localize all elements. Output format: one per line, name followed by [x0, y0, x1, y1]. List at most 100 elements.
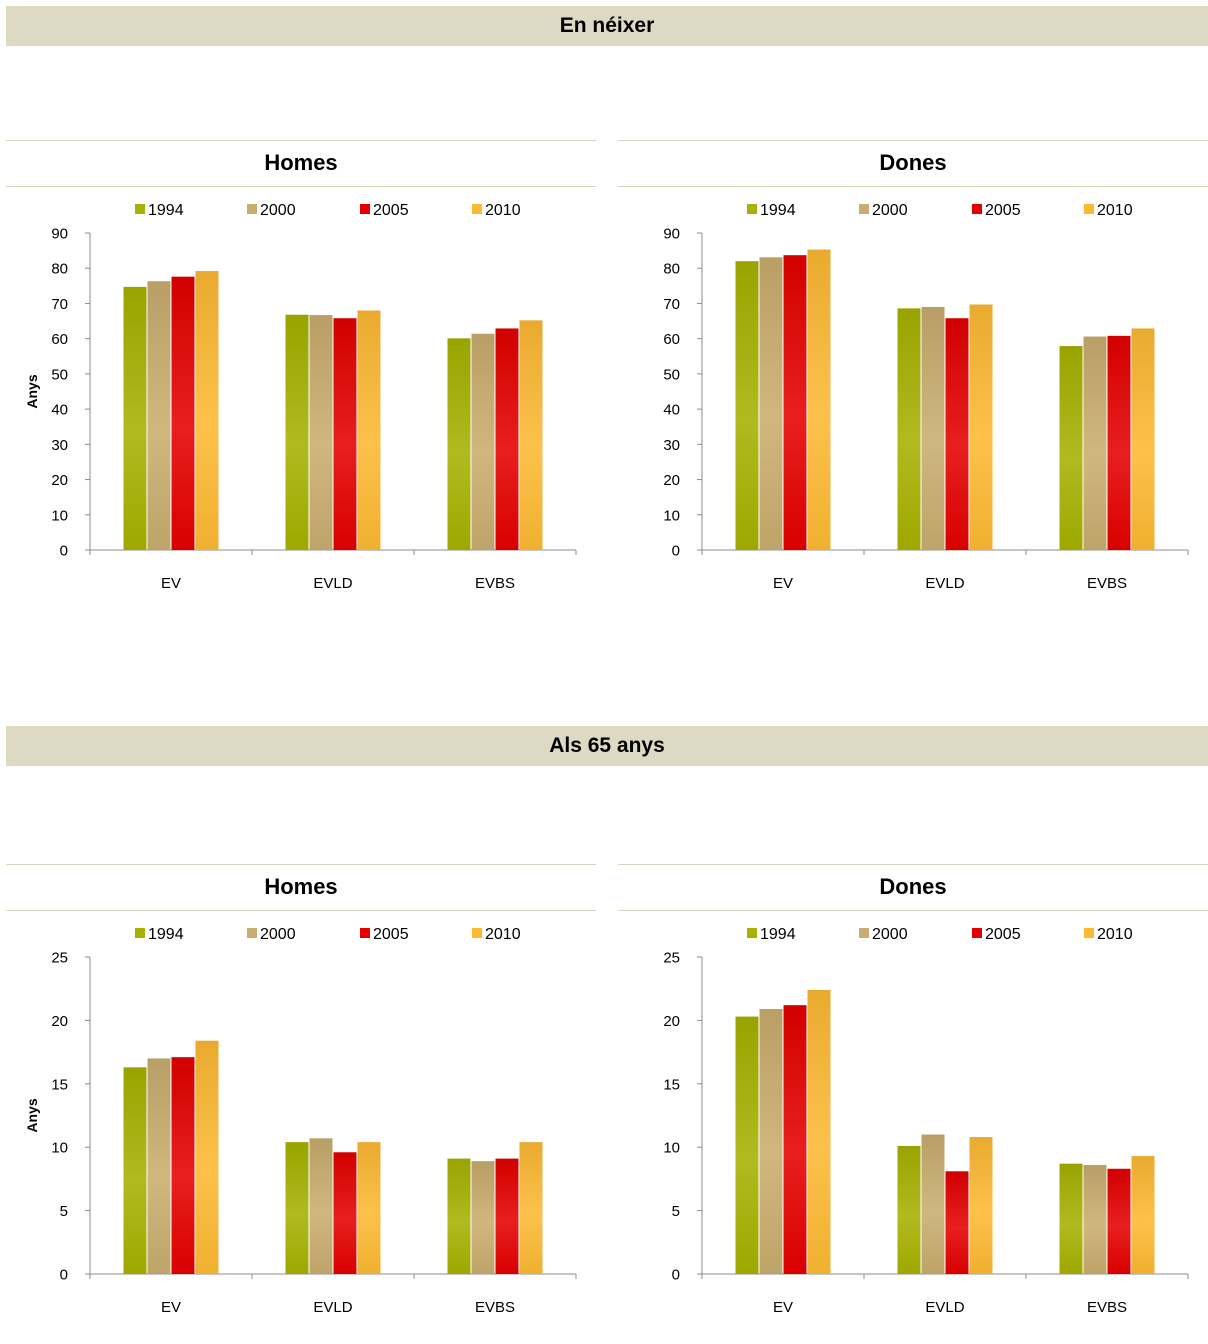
bar-evld-2000	[309, 1138, 333, 1274]
legend-label: 1994	[760, 926, 796, 943]
bar-evbs-1994	[447, 1158, 471, 1274]
bar-evbs-2005	[495, 1158, 519, 1274]
x-tick-label: EV	[161, 1299, 181, 1316]
bar-evbs-1994	[1059, 346, 1083, 550]
y-tick-label: 40	[663, 402, 680, 419]
bar-evbs-2000	[471, 333, 495, 550]
legend-label: 2010	[485, 926, 521, 943]
legend-swatch	[859, 928, 869, 938]
bar-ev-2010	[807, 249, 831, 550]
x-tick-label: EV	[773, 575, 793, 592]
chart-panel-birth-women: Dones 1994 2000 2005 2010 0 10 20 30 40 50 60 70 80…	[618, 140, 1208, 620]
chart-legend: 1994 2000 2005 2010	[6, 201, 596, 223]
y-tick-label: 90	[51, 226, 68, 243]
legend-item-2005: 2005	[360, 925, 409, 945]
y-tick-label: 50	[663, 366, 680, 383]
bar-ev-1994	[735, 261, 759, 550]
legend-label: 2010	[485, 202, 521, 219]
legend-swatch	[135, 928, 145, 938]
bar-evld-2005	[945, 318, 969, 550]
legend-label: 1994	[760, 202, 796, 219]
bar-ev-2005	[783, 255, 807, 550]
legend-label: 2005	[985, 926, 1021, 943]
legend-label: 2010	[1097, 202, 1133, 219]
bar-evld-2010	[969, 304, 993, 550]
bar-evld-2005	[333, 1152, 357, 1274]
bar-ev-2010	[195, 1040, 219, 1274]
bar-evbs-2010	[519, 320, 543, 550]
legend-swatch	[247, 928, 257, 938]
bar-evld-2010	[357, 1142, 381, 1274]
bar-ev-2010	[195, 271, 219, 550]
y-tick-label: 70	[51, 296, 68, 313]
legend-item-2010: 2010	[1084, 201, 1133, 221]
section-title-age65: Als 65 anys	[6, 726, 1208, 766]
y-tick-label: 25	[663, 950, 680, 967]
x-tick-label: EVLD	[313, 1299, 352, 1316]
legend-item-2005: 2005	[972, 925, 1021, 945]
legend-label: 2005	[373, 926, 409, 943]
legend-item-1994: 1994	[747, 925, 796, 945]
legend-item-1994: 1994	[135, 925, 184, 945]
legend-swatch	[472, 928, 482, 938]
y-tick-label: 50	[51, 366, 68, 383]
y-tick-label: 30	[663, 437, 680, 454]
bar-ev-2010	[807, 989, 831, 1274]
y-tick-label: 5	[672, 1203, 680, 1220]
legend-swatch	[972, 928, 982, 938]
bar-evld-2005	[945, 1171, 969, 1274]
x-tick-label: EV	[161, 575, 181, 592]
legend-swatch	[1084, 928, 1094, 938]
y-tick-label: 15	[663, 1076, 680, 1093]
bar-ev-2000	[759, 1008, 783, 1274]
chart-title: Homes	[264, 874, 338, 899]
legend-item-2000: 2000	[859, 201, 908, 221]
chart-panel-65-men: Homes 1994 2000 2005 2010 0 5 10 15 20 25 EV EVLD E…	[6, 864, 596, 1344]
bar-ev-2005	[171, 1057, 195, 1274]
y-tick-label: 10	[51, 1140, 68, 1157]
legend-label: 2010	[1097, 926, 1133, 943]
legend-label: 2000	[872, 202, 908, 219]
chart-title: Homes	[264, 150, 338, 175]
legend-label: 2000	[260, 926, 296, 943]
y-tick-label: 40	[51, 402, 68, 419]
bar-ev-1994	[123, 286, 147, 550]
x-tick-label: EVBS	[1087, 1299, 1127, 1316]
legend-swatch	[472, 204, 482, 214]
y-tick-label: 70	[663, 296, 680, 313]
legend-item-2010: 2010	[472, 201, 521, 221]
y-axis-label: Anys	[24, 374, 40, 408]
legend-swatch	[747, 928, 757, 938]
x-tick-label: EV	[773, 1299, 793, 1316]
legend-label: 2005	[985, 202, 1021, 219]
legend-swatch	[859, 204, 869, 214]
bar-evld-1994	[897, 1145, 921, 1274]
legend-item-2000: 2000	[859, 925, 908, 945]
chart-legend: 1994 2000 2005 2010	[618, 201, 1208, 223]
bar-evld-2005	[333, 318, 357, 550]
y-tick-label: 20	[51, 1013, 68, 1030]
y-tick-label: 10	[663, 1140, 680, 1157]
legend-swatch	[247, 204, 257, 214]
x-tick-label: EVBS	[475, 575, 515, 592]
bar-evld-1994	[285, 1142, 309, 1274]
y-tick-label: 80	[663, 261, 680, 278]
y-tick-label: 15	[51, 1076, 68, 1093]
chart-legend: 1994 2000 2005 2010	[6, 925, 596, 947]
y-tick-label: 20	[663, 1013, 680, 1030]
legend-item-2000: 2000	[247, 925, 296, 945]
chart-panel-birth-men: Homes 1994 2000 2005 2010 0 10 20 30 40 50 60 70 80…	[6, 140, 596, 620]
legend-item-1994: 1994	[135, 201, 184, 221]
legend-label: 2000	[872, 926, 908, 943]
legend-item-2005: 2005	[972, 201, 1021, 221]
bar-evbs-1994	[447, 338, 471, 550]
x-tick-label: EVBS	[1087, 575, 1127, 592]
bar-evld-2010	[969, 1137, 993, 1274]
x-tick-label: EVLD	[313, 575, 352, 592]
y-tick-label: 0	[60, 1267, 68, 1284]
x-tick-label: EVLD	[925, 575, 964, 592]
legend-swatch	[360, 204, 370, 214]
y-tick-label: 0	[60, 543, 68, 560]
legend-item-1994: 1994	[747, 201, 796, 221]
chart-title: Dones	[879, 150, 947, 175]
